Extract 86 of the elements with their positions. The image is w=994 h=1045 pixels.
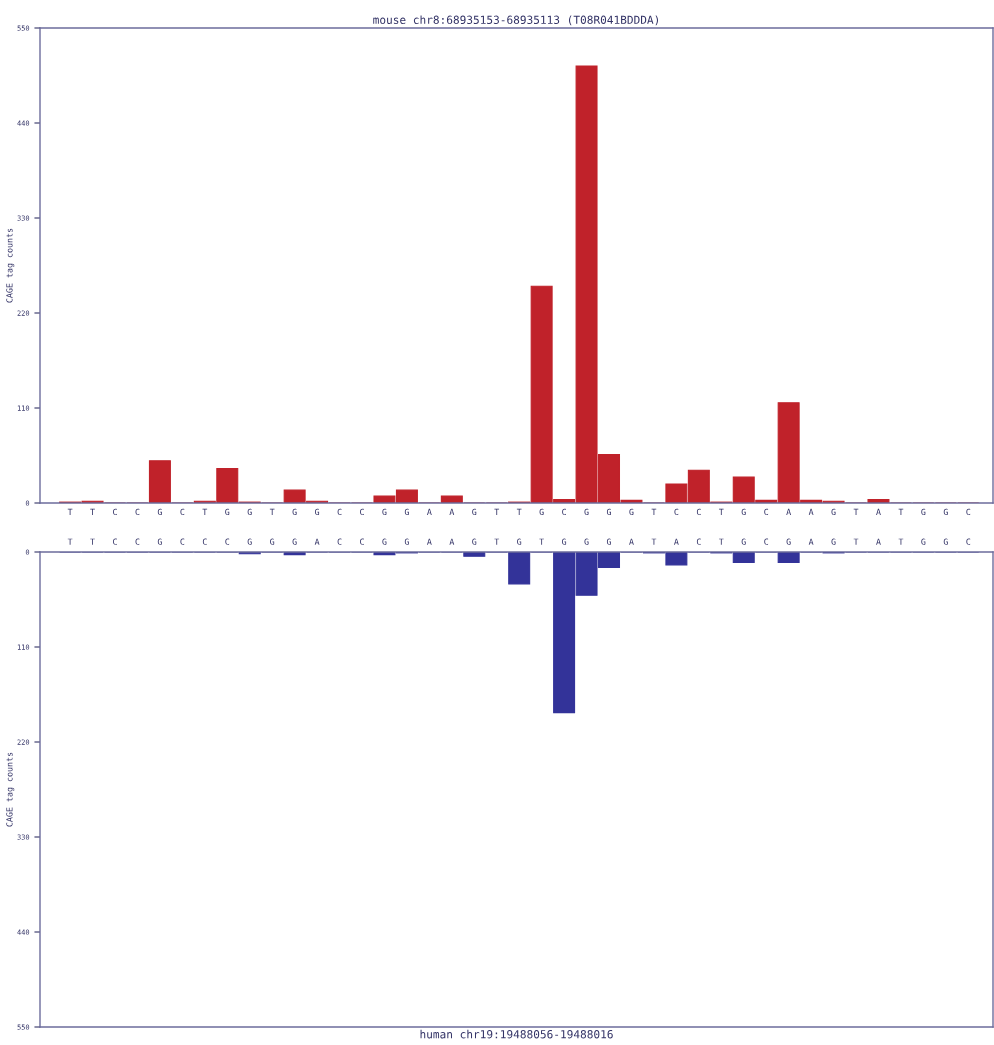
x-tick-label: G <box>831 538 836 545</box>
x-tick-label: G <box>606 538 611 545</box>
x-tick-label: T <box>269 508 275 515</box>
x-tick-label: C <box>135 508 140 516</box>
x-tick-label: G <box>741 508 746 516</box>
x-tick-label: C <box>360 508 364 516</box>
x-tick-label: C <box>764 538 769 545</box>
x-tick-label: T <box>202 508 208 515</box>
x-tick-label: T <box>718 538 724 545</box>
x-axis-title: human chr19:19488056-19488016 <box>420 1029 613 1039</box>
x-tick-label: T <box>853 508 859 515</box>
x-tick-label: G <box>921 538 926 545</box>
x-tick-label: T <box>494 538 500 545</box>
x-tick-label: C <box>180 508 185 516</box>
x-tick-label: C <box>764 508 769 516</box>
x-tick-label: G <box>157 508 162 516</box>
x-tick-label: T <box>67 508 73 515</box>
x-tick-label: T <box>651 538 657 545</box>
x-tick-label: T <box>898 538 904 545</box>
x-tick-label: C <box>180 538 185 545</box>
x-tick-label: G <box>562 538 567 545</box>
x-tick-label: A <box>427 508 432 515</box>
x-tick-label: T <box>651 508 657 515</box>
x-tick-label: A <box>876 538 881 545</box>
x-tick-label: G <box>382 508 387 516</box>
x-tick-label: G <box>943 508 948 516</box>
x-tick-label: C <box>360 538 364 545</box>
x-tick-label: T <box>516 508 522 515</box>
x-tick-label: G <box>629 508 634 516</box>
x-tick-label: T <box>853 538 859 545</box>
x-tick-label: G <box>404 508 409 516</box>
x-tick-label: G <box>247 538 252 545</box>
x-tick-label: A <box>808 538 814 545</box>
x-tick-label: T <box>718 508 724 515</box>
x-tick-label: T <box>539 538 544 545</box>
x-tick-label: G <box>786 538 791 545</box>
x-tick-label: G <box>472 508 477 516</box>
x-tick-label: G <box>292 508 297 516</box>
x-tick-label: G <box>539 508 544 516</box>
x-tick-label: A <box>808 508 814 515</box>
x-tick-label: T <box>90 508 95 515</box>
x-tick-label: C <box>966 508 971 516</box>
x-tick-label: C <box>337 508 342 516</box>
x-tick-label: A <box>314 538 320 545</box>
x-tick-label: T <box>898 508 904 515</box>
x-tick-label: G <box>247 508 252 516</box>
x-tick-label: C <box>135 538 140 545</box>
x-tick-label: T <box>67 538 73 545</box>
x-tick-label: C <box>113 508 117 516</box>
x-tick-label: G <box>584 538 589 545</box>
y-axis-title: CAGE tag counts <box>6 228 15 303</box>
x-tick-label: G <box>404 538 409 545</box>
x-tick-label: A <box>427 538 432 545</box>
x-tick-label: C <box>696 538 701 545</box>
x-tick-label: C <box>225 538 230 545</box>
x-tick-label: A <box>674 538 679 545</box>
x-tick-label: G <box>157 538 162 545</box>
x-tick-label: A <box>449 508 455 515</box>
x-tick-label: T <box>90 538 95 545</box>
x-tick-label: G <box>584 508 589 516</box>
x-tick-label: A <box>629 538 634 545</box>
x-tick-label: G <box>741 538 746 545</box>
x-tick-label: G <box>943 538 948 545</box>
chart-title: mouse chr8:68935153-68935113 (T08R041BDDDA) <box>373 15 659 26</box>
x-tick-label: G <box>921 508 926 516</box>
x-tick-label: G <box>315 508 320 516</box>
x-tick-label: C <box>562 508 566 516</box>
x-tick-label: T <box>494 508 500 515</box>
x-tick-label: C <box>696 508 701 516</box>
x-tick-label: A <box>449 538 455 545</box>
x-tick-label: C <box>674 508 679 516</box>
x-tick-label: G <box>517 538 522 545</box>
x-tick-label: C <box>202 538 207 545</box>
x-tick-label: A <box>786 508 792 515</box>
x-tick-label: G <box>382 538 387 545</box>
x-tick-label: A <box>876 508 881 515</box>
x-tick-label: G <box>606 508 611 516</box>
x-tick-label: G <box>225 508 230 516</box>
x-tick-label: C <box>113 538 117 545</box>
x-tick-label: G <box>270 538 275 545</box>
y-axis-title: CAGE tag counts <box>6 752 15 827</box>
x-tick-label: C <box>337 538 342 545</box>
x-tick-label: G <box>292 538 297 545</box>
x-tick-label: G <box>472 538 477 545</box>
x-tick-label: G <box>831 508 836 516</box>
x-tick-label: C <box>966 538 971 545</box>
